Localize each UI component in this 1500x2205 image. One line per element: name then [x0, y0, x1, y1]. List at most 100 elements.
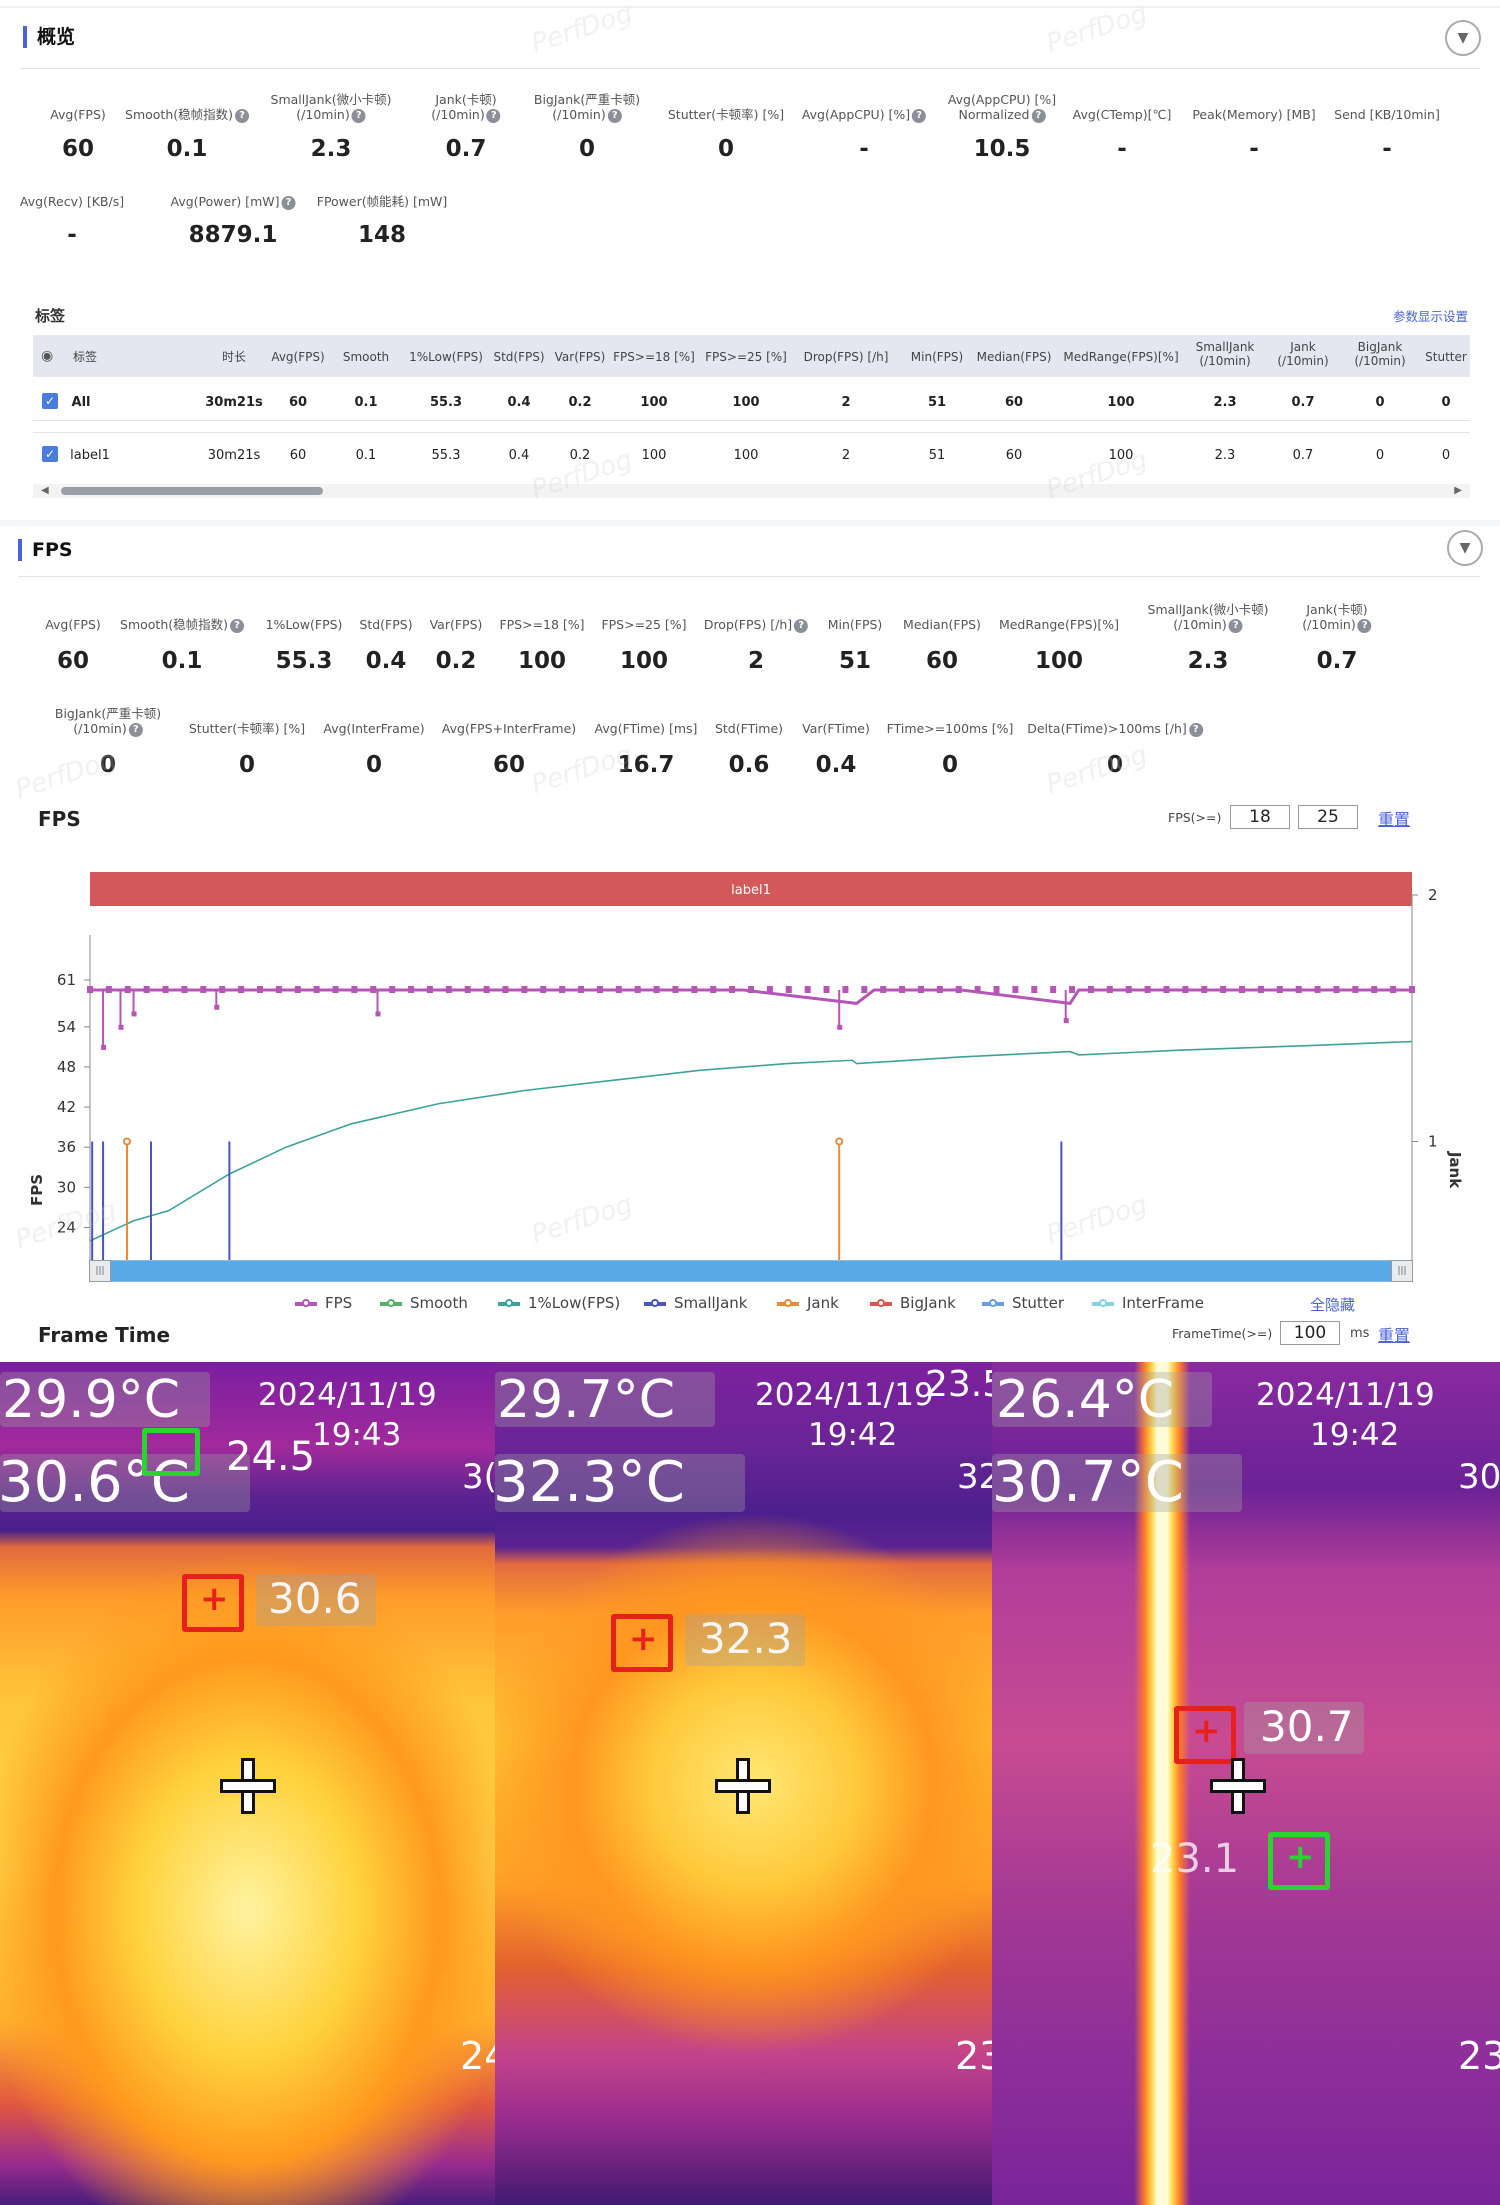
- series-line-1%Low(FPS): [89, 1040, 1413, 1242]
- slider-handle-right[interactable]: |||: [1391, 1260, 1413, 1282]
- legend-item[interactable]: Jank: [777, 1294, 839, 1312]
- table-cell: 2.3: [1213, 395, 1237, 410]
- table-column-header[interactable]: Min(FPS): [911, 350, 963, 364]
- legend-item[interactable]: InterFrame: [1092, 1294, 1204, 1312]
- hide-all-link[interactable]: 全隐藏: [1310, 1296, 1356, 1314]
- fps-point: [370, 986, 377, 994]
- table-column-header[interactable]: 1%Low(FPS): [409, 350, 483, 364]
- frame-time-threshold-input[interactable]: 100: [1280, 1321, 1340, 1345]
- fps-point: [389, 986, 396, 994]
- fps-metric-label: SmallJank(微小卡顿) (/10min)?: [1148, 602, 1268, 633]
- fps-reset-link[interactable]: 重置: [1378, 810, 1411, 829]
- table-column-header[interactable]: Avg(FPS): [271, 350, 324, 364]
- fps-metric-label: BigJank(严重卡顿) (/10min)?: [55, 706, 161, 737]
- metric-label-text: BigJank(严重卡顿): [533, 92, 641, 107]
- red-target-icon: [611, 1614, 673, 1672]
- metric-label-text: Smooth(稳帧指数): [125, 107, 233, 122]
- help-icon[interactable]: ?: [912, 108, 927, 123]
- horizontal-scrollbar[interactable]: ◀ ▶: [33, 484, 1470, 498]
- table-column-header[interactable]: Stutter: [1425, 350, 1467, 364]
- table-column-header[interactable]: 时长: [222, 350, 246, 364]
- help-icon[interactable]: ?: [607, 108, 622, 123]
- fps-point: [1106, 986, 1113, 994]
- scroll-left-icon[interactable]: ◀: [41, 485, 49, 496]
- legend-item[interactable]: BigJank: [870, 1294, 956, 1312]
- fps-metric-value: 100: [1034, 648, 1084, 674]
- help-icon[interactable]: ?: [1228, 618, 1243, 633]
- table-column-header[interactable]: Drop(FPS) [/h]: [804, 350, 889, 364]
- table-column-header[interactable]: Var(FPS): [555, 350, 606, 364]
- frame-time-reset-link[interactable]: 重置: [1378, 1326, 1411, 1345]
- red-plus-icon: +: [200, 1579, 229, 1619]
- table-cell: 51: [928, 448, 946, 463]
- table-column-header[interactable]: FPS>=18 [%]: [613, 350, 695, 364]
- column-header-text: Drop(FPS) [/h]: [803, 350, 889, 364]
- help-icon[interactable]: ?: [794, 618, 809, 633]
- scrollbar-thumb[interactable]: [61, 487, 323, 495]
- help-icon[interactable]: ?: [229, 618, 244, 633]
- legend-item[interactable]: Smooth: [380, 1294, 468, 1312]
- legend-item[interactable]: SmallJank: [644, 1294, 747, 1312]
- legend-item[interactable]: Stutter: [982, 1294, 1064, 1312]
- table-column-header[interactable]: Std(FPS): [493, 350, 544, 364]
- legend-swatch: [498, 1298, 520, 1307]
- fps-point: [842, 986, 849, 994]
- fps-threshold-label: FPS(>=): [1168, 810, 1222, 825]
- table-column-header[interactable]: Median(FPS): [977, 350, 1052, 364]
- fps-metric-value: 60: [925, 648, 959, 674]
- fps-point: [748, 986, 754, 994]
- column-header-text: Std(FPS): [493, 350, 545, 364]
- metric-label-text: Std(FPS): [359, 617, 413, 632]
- help-icon[interactable]: ?: [1188, 722, 1203, 737]
- column-header-text: Smooth: [342, 350, 390, 364]
- help-icon[interactable]: ?: [281, 195, 296, 210]
- fps-metric-value: 100: [517, 648, 567, 674]
- parameter-settings-link[interactable]: 参数显示设置: [1393, 309, 1469, 324]
- legend-label: FPS: [325, 1294, 353, 1312]
- scroll-right-icon[interactable]: ▶: [1454, 485, 1462, 496]
- legend-item[interactable]: 1%Low(FPS): [498, 1294, 620, 1312]
- overview-metric-value: 10.5: [973, 136, 1031, 162]
- fps-metric-value: 55.3: [275, 648, 333, 674]
- overview-metric-label: Avg(Power) [mW]?: [171, 194, 296, 210]
- fps-point: [672, 986, 679, 994]
- metric-label-text: Smooth(稳帧指数): [120, 617, 228, 632]
- fps-metric-value: 2.3: [1187, 648, 1229, 674]
- fps-point: [559, 986, 566, 994]
- row-checkbox[interactable]: ✓: [42, 393, 58, 409]
- overview-metric-label: Jank(卡顿) (/10min)?: [431, 92, 501, 123]
- table-column-header[interactable]: 标签: [73, 350, 97, 364]
- fps-collapse-button[interactable]: ▼: [1447, 530, 1483, 566]
- slider-handle-left[interactable]: |||: [89, 1260, 111, 1282]
- row-checkbox[interactable]: ✓: [42, 446, 58, 462]
- time-range-slider[interactable]: ||| |||: [89, 1260, 1413, 1282]
- fps-point: [1333, 986, 1340, 994]
- help-icon[interactable]: ?: [1031, 108, 1046, 123]
- help-icon[interactable]: ?: [128, 722, 143, 737]
- overview-collapse-button[interactable]: ▼: [1445, 20, 1481, 56]
- table-cell: 30m21s: [205, 395, 263, 410]
- table-column-header[interactable]: SmallJank (/10min): [1196, 340, 1255, 368]
- table-column-header[interactable]: BigJank (/10min): [1354, 340, 1405, 368]
- time-label: 19:43: [312, 1417, 402, 1453]
- overview-metric-value: -: [859, 136, 869, 162]
- eye-icon[interactable]: ◉: [41, 348, 54, 364]
- fps-threshold-input-2[interactable]: 25: [1298, 805, 1358, 829]
- help-icon[interactable]: ?: [234, 108, 249, 123]
- red-plus-icon: +: [1192, 1711, 1221, 1751]
- fps-metric-label: Jank(卡顿) (/10min)?: [1302, 602, 1372, 633]
- divider: [33, 432, 1470, 433]
- table-column-header[interactable]: MedRange(FPS)[%]: [1063, 350, 1178, 364]
- help-icon[interactable]: ?: [351, 108, 366, 123]
- fps-point: [1031, 986, 1038, 994]
- edge-temp-label: 23: [955, 2034, 992, 2078]
- legend-item[interactable]: FPS: [295, 1294, 352, 1312]
- table-column-header[interactable]: Smooth: [343, 350, 389, 364]
- tags-title: 标签: [35, 307, 66, 325]
- fps-threshold-input-1[interactable]: 18: [1230, 805, 1290, 829]
- help-icon[interactable]: ?: [486, 108, 501, 123]
- fps-point: [464, 986, 471, 994]
- table-column-header[interactable]: Jank (/10min): [1277, 340, 1328, 368]
- help-icon[interactable]: ?: [1357, 618, 1372, 633]
- table-column-header[interactable]: FPS>=25 [%]: [705, 350, 787, 364]
